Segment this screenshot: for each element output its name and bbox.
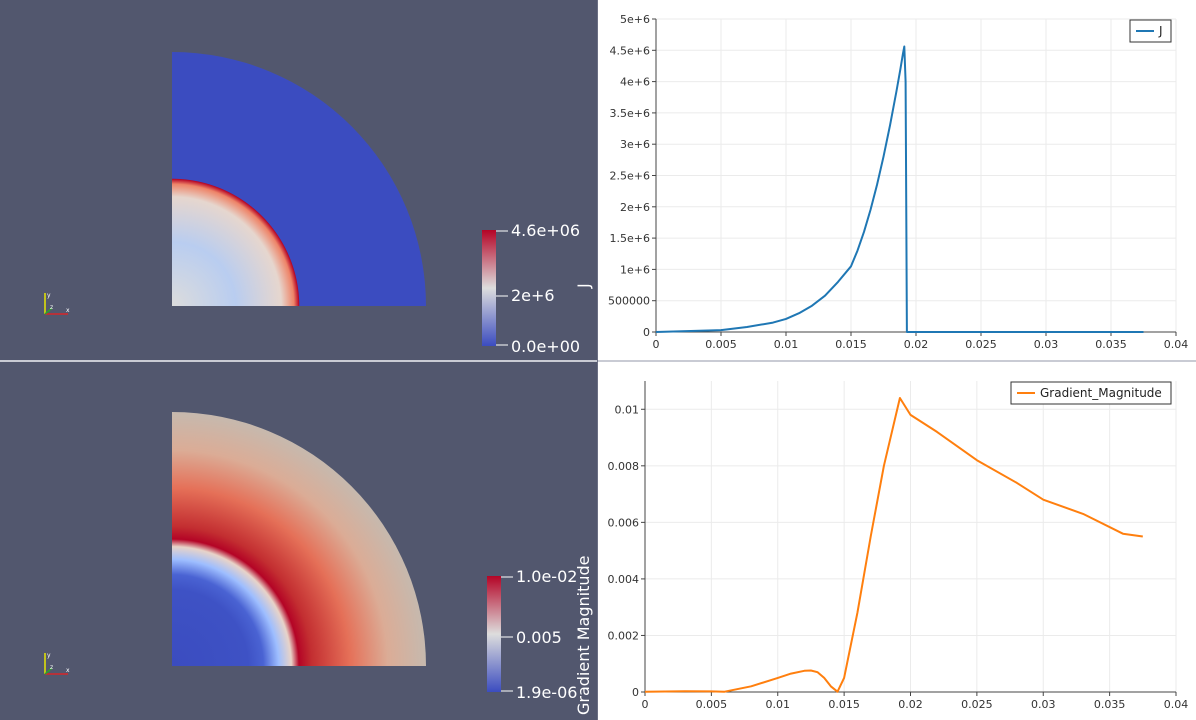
- line-chart-J[interactable]: 0 0.005 0.01 0.015 0.02 0.025 0.03 0.035 0.04 0 50…: [598, 0, 1196, 360]
- colorbar-title: J: [574, 283, 593, 289]
- colorbar-J: [482, 230, 496, 346]
- x-tick-label: 0.04: [1164, 338, 1189, 351]
- view-splitter-horizontal[interactable]: [0, 360, 1196, 362]
- colorbar-title: Gradient Magnitude: [574, 556, 593, 716]
- svg-text:y: y: [47, 652, 51, 659]
- series-line-gradient-magnitude[interactable]: [644, 397, 1143, 693]
- x-tick-label: 0.035: [1094, 698, 1126, 711]
- x-tick-label: 0.015: [835, 338, 867, 351]
- x-tick-label: 0.005: [696, 698, 728, 711]
- quarter-disk-gradient: [172, 412, 426, 666]
- y-tick-label: 0.006: [608, 516, 640, 529]
- x-tick-label: 0.04: [1164, 698, 1189, 711]
- colorbar-max-label: 4.6e+06: [511, 221, 580, 240]
- x-tick-label: 0.03: [1034, 338, 1059, 351]
- orientation-axes-icon: y x z: [44, 652, 70, 675]
- y-tick-label: 4.5e+6: [610, 44, 650, 57]
- y-tick-label: 5e+6: [620, 13, 650, 26]
- colorbar-mid-label: 0.005: [516, 628, 562, 647]
- y-tick-label: 0.002: [608, 629, 640, 642]
- colorbar-mid-label: 2e+6: [511, 286, 555, 305]
- render-canvas-bottom[interactable]: 1.0e-02 0.005 1.9e-06 Gradient Magnitude…: [0, 362, 598, 720]
- x-tick-label: 0: [653, 338, 660, 351]
- orientation-axes-icon: y x z: [44, 292, 70, 315]
- x-tick-label: 0.01: [774, 338, 799, 351]
- svg-text:z: z: [50, 304, 53, 311]
- x-tick-label: 0.03: [1031, 698, 1056, 711]
- view-splitter-vertical[interactable]: [597, 0, 598, 720]
- x-tick-label: 0.035: [1095, 338, 1127, 351]
- y-tick-label: 2e+6: [620, 201, 650, 214]
- svg-text:x: x: [66, 307, 70, 314]
- y-tick-label: 0.01: [615, 403, 640, 416]
- legend-label: J: [1158, 24, 1163, 38]
- x-tick-label: 0.005: [705, 338, 737, 351]
- svg-text:y: y: [47, 292, 51, 299]
- y-tick-label: 2.5e+6: [610, 170, 650, 183]
- y-tick-label: 0: [643, 326, 650, 339]
- render-view-bottom[interactable]: 1.0e-02 0.005 1.9e-06 Gradient Magnitude…: [0, 362, 598, 720]
- colorbar-gradient: [487, 576, 501, 692]
- colorbar-min-label: 1.9e-06: [516, 683, 577, 702]
- svg-text:x: x: [66, 667, 70, 674]
- line-chart-view-top[interactable]: 0 0.005 0.01 0.015 0.02 0.025 0.03 0.035 0.04 0 50…: [598, 0, 1196, 360]
- legend: Gradient_Magnitude: [1010, 381, 1172, 405]
- colorbar-min-label: 0.0e+00: [511, 337, 580, 356]
- x-tick-label: 0.01: [766, 698, 791, 711]
- x-tick-label: 0.025: [965, 338, 997, 351]
- render-canvas-top[interactable]: 4.6e+06 2e+6 0.0e+00 J y x z: [0, 0, 598, 360]
- series-line-j[interactable]: [655, 45, 1144, 333]
- x-tick-label: 0.025: [961, 698, 993, 711]
- y-tick-label: 3.5e+6: [610, 107, 650, 120]
- y-tick-label: 0.004: [608, 573, 640, 586]
- line-chart-view-bottom[interactable]: 0 0.005 0.01 0.015 0.02 0.025 0.03 0.035 0.04 0 0.…: [598, 362, 1196, 720]
- x-tick-label: 0.02: [904, 338, 929, 351]
- y-tick-label: 0.008: [608, 460, 640, 473]
- y-tick-label: 500000: [608, 295, 650, 308]
- svg-text:z: z: [50, 664, 53, 671]
- y-tick-label: 1e+6: [620, 263, 650, 276]
- render-view-top[interactable]: 4.6e+06 2e+6 0.0e+00 J y x z: [0, 0, 598, 360]
- legend-label: Gradient_Magnitude: [1040, 386, 1162, 400]
- y-tick-label: 4e+6: [620, 76, 650, 89]
- grid-lines: [655, 18, 1177, 333]
- legend: J: [1129, 19, 1172, 43]
- y-tick-label: 1.5e+6: [610, 232, 650, 245]
- x-tick-label: 0.02: [898, 698, 923, 711]
- line-chart-gradient-magnitude[interactable]: 0 0.005 0.01 0.015 0.02 0.025 0.03 0.035 0.04 0 0.…: [598, 362, 1196, 720]
- x-tick-label: 0.015: [828, 698, 860, 711]
- x-tick-label: 0: [642, 698, 649, 711]
- grid-lines: [644, 381, 1177, 693]
- y-tick-label: 0: [632, 686, 639, 699]
- legend-box: [1010, 381, 1172, 405]
- quarter-disk-J: [172, 52, 426, 306]
- colorbar-max-label: 1.0e-02: [516, 567, 577, 586]
- y-tick-label: 3e+6: [620, 138, 650, 151]
